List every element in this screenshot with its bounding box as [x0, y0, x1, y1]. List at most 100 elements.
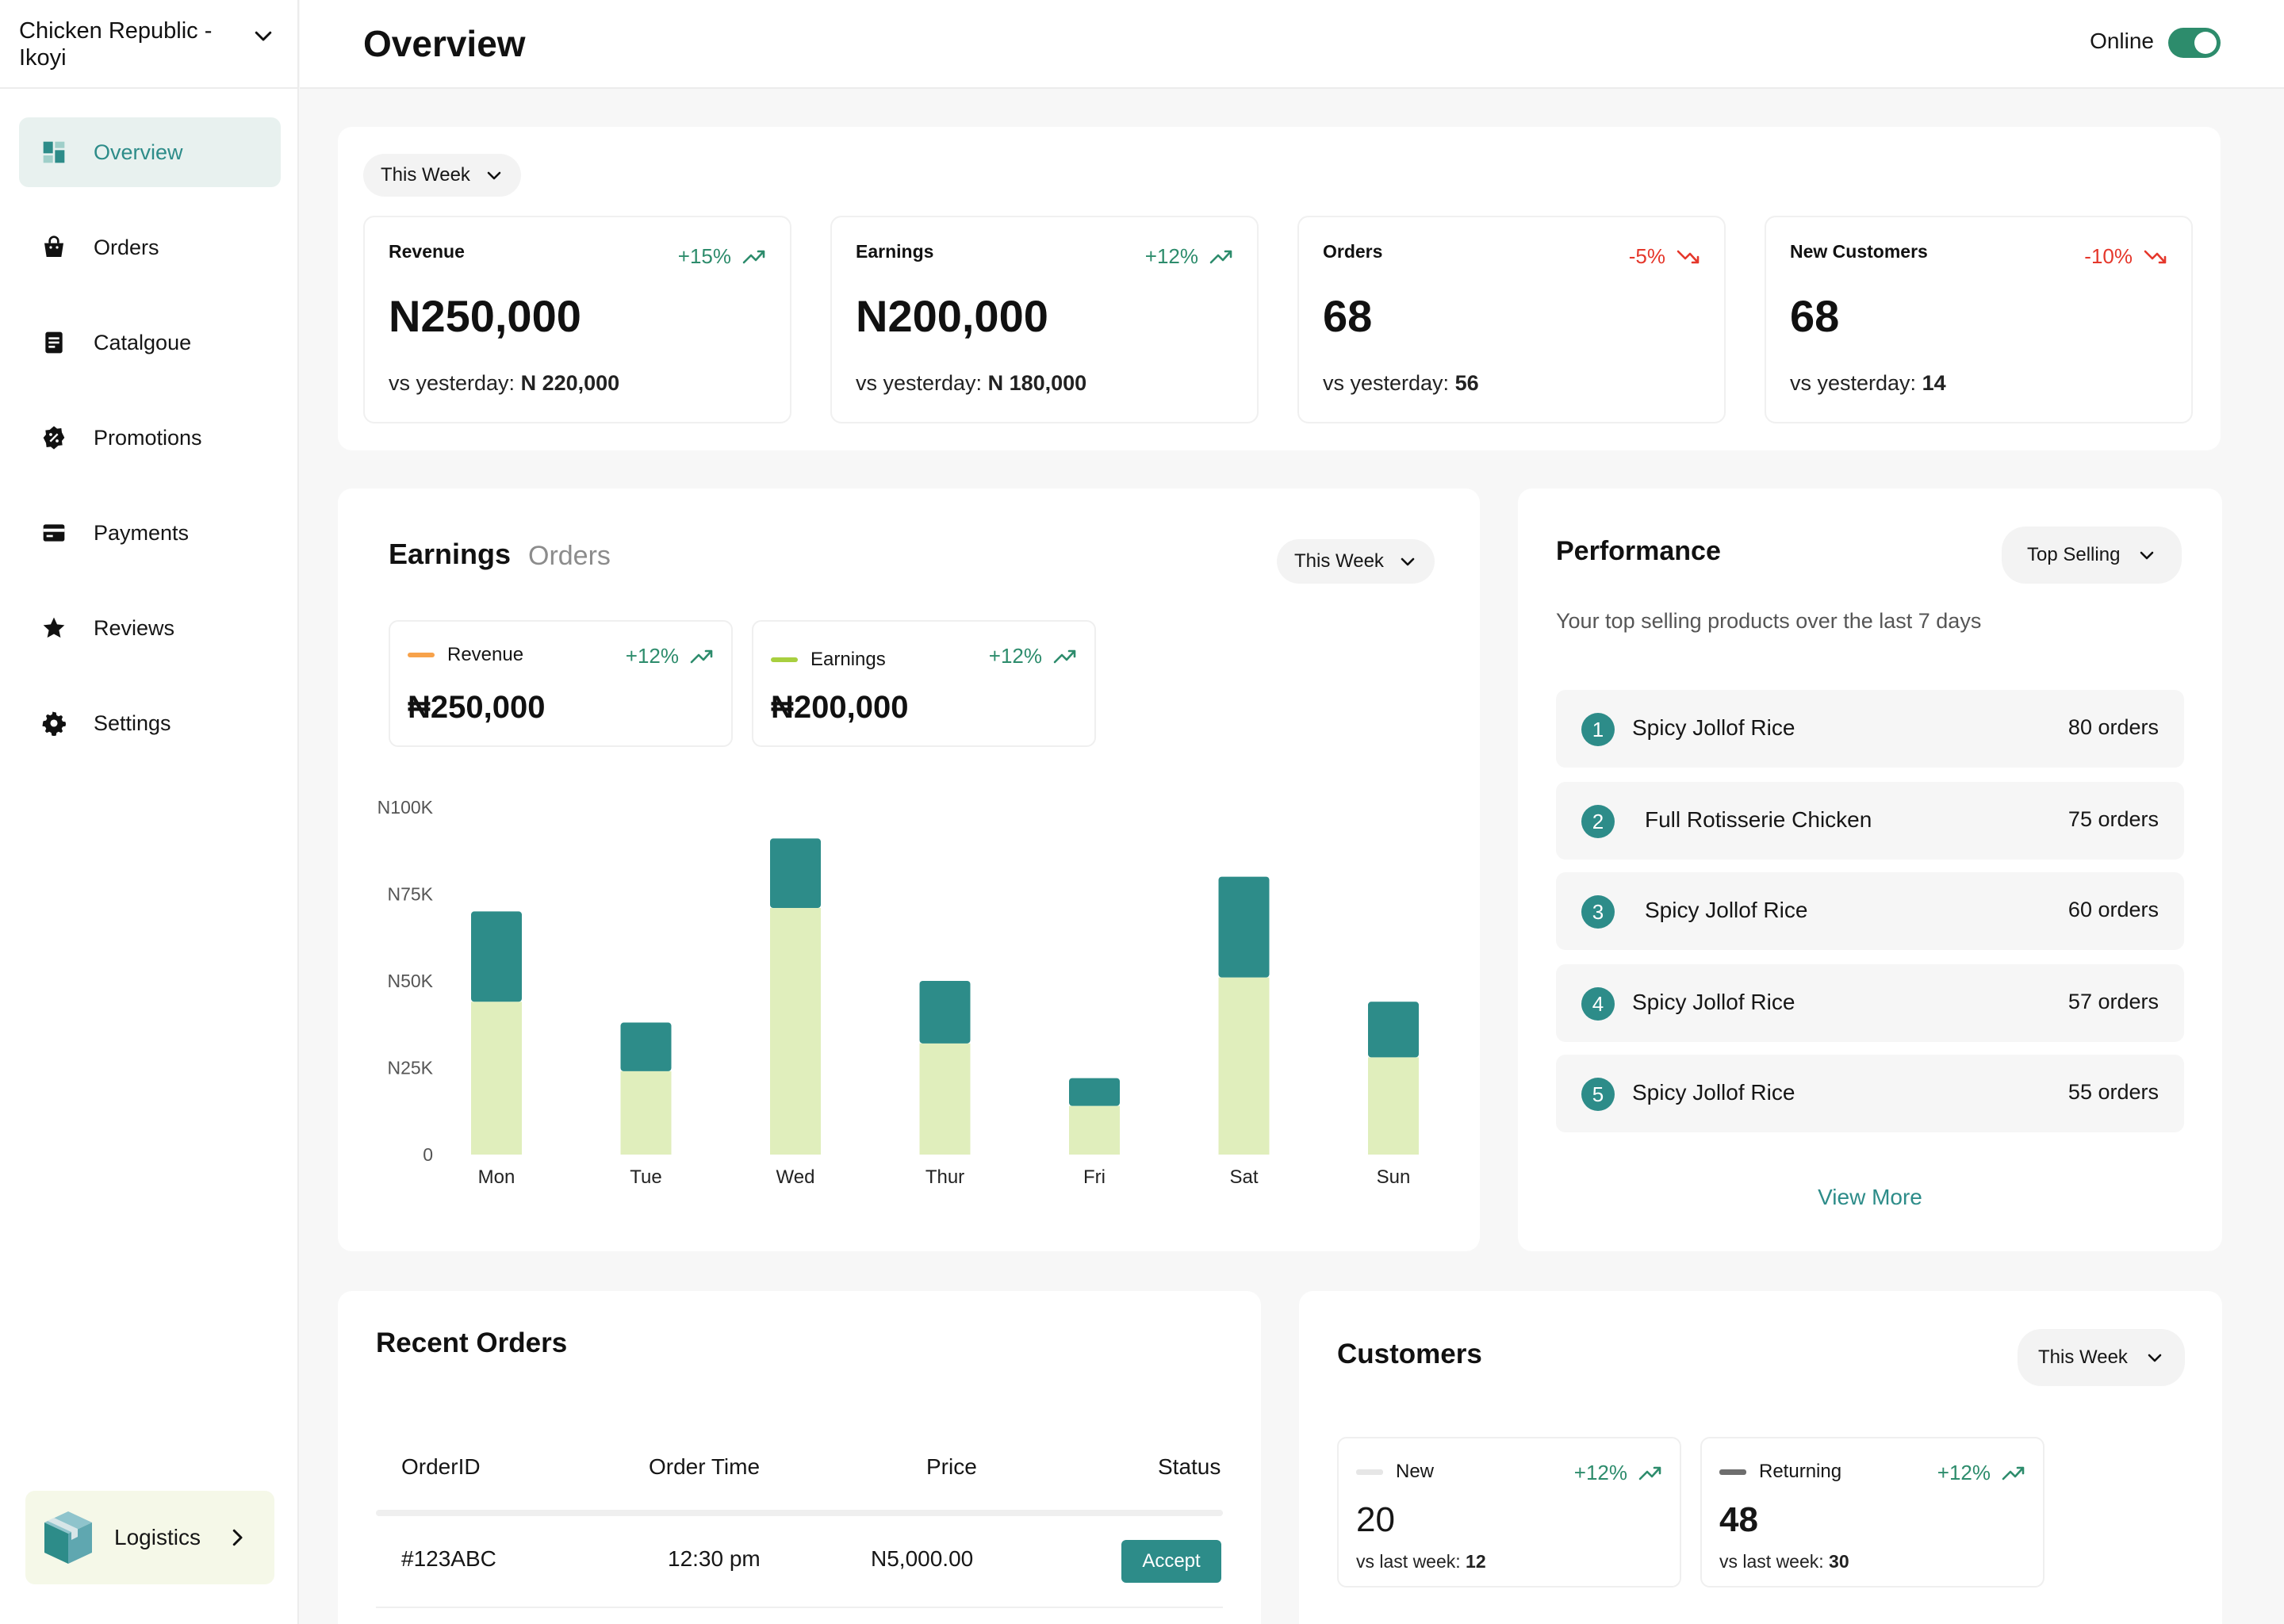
compare-label: vs yesterday: [1323, 371, 1450, 395]
trend-up-icon [742, 250, 765, 263]
credit-card-icon [40, 519, 68, 547]
sidebar-item-catalogue[interactable]: Catalgoue [19, 308, 281, 377]
customers-returning-card: Returning +12% 48 vs last week: 30 [1700, 1437, 2044, 1588]
bar-segment[interactable] [620, 1071, 672, 1155]
revenue-swatch [408, 653, 435, 657]
stat-value: N200,000 [856, 291, 1048, 341]
view-more-link[interactable]: View More [1818, 1185, 1922, 1209]
product-row[interactable]: 4 Spicy Jollof Rice 57 orders [1556, 964, 2184, 1042]
stat-compare: vs yesterday: 14 [1790, 371, 1946, 396]
compare-value: 12 [1466, 1551, 1486, 1572]
legend-value: ₦250,000 [408, 690, 546, 725]
column-header: Order Time [649, 1454, 761, 1479]
page-title: Overview [363, 23, 526, 64]
top-header: Overview Online [300, 0, 2284, 89]
sidebar-item-label: Reviews [94, 615, 175, 640]
performance-filter-select[interactable]: Top Selling [2002, 527, 2182, 584]
sidebar-item-reviews[interactable]: Reviews [19, 593, 281, 663]
rank-badge: 5 [1581, 1078, 1615, 1111]
period-label: This Week [2038, 1346, 2128, 1368]
stat-change-value: -10% [2084, 244, 2133, 268]
bar-segment[interactable] [471, 1002, 522, 1155]
bar-segment[interactable] [1069, 1078, 1120, 1106]
row-divider [376, 1607, 1223, 1608]
bar-segment[interactable] [919, 1043, 971, 1155]
stat-value: 68 [1790, 291, 1840, 341]
trend-up-icon [690, 649, 713, 663]
tab-earnings[interactable]: Earnings [389, 538, 512, 570]
x-tick-label: Sun [1377, 1166, 1411, 1188]
chevron-down-icon[interactable] [251, 24, 275, 48]
sidebar-item-orders[interactable]: Orders [19, 213, 281, 282]
product-row[interactable]: 5 Spicy Jollof Rice 55 orders [1556, 1055, 2184, 1132]
bar-segment[interactable] [1069, 1105, 1120, 1155]
new-swatch [1356, 1469, 1383, 1475]
summary-card: This Week Revenue +15% N250,000 vs yeste… [338, 127, 2221, 450]
bar-segment[interactable] [1368, 1057, 1419, 1155]
compare-value: 14 [1922, 371, 1946, 395]
store-switcher[interactable]: Chicken Republic - Ikoyi [0, 0, 297, 89]
legend-card-earnings: Earnings +12% ₦200,000 [752, 620, 1096, 747]
accept-button[interactable]: Accept [1121, 1540, 1221, 1583]
bar-segment[interactable] [1218, 876, 1270, 978]
customers-change: +12% [1937, 1461, 2025, 1485]
rank-badge: 2 [1581, 805, 1615, 838]
online-status-label: Online [2090, 29, 2154, 53]
legend-item: Revenue [408, 644, 523, 666]
legend-change: +12% [626, 644, 714, 668]
online-toggle[interactable] [2168, 28, 2221, 58]
bar-segment[interactable] [471, 911, 522, 1002]
stat-compare: vs yesterday: N 180,000 [856, 371, 1086, 396]
bar-segment[interactable] [1368, 1002, 1419, 1058]
sidebar-item-settings[interactable]: Settings [19, 688, 281, 758]
customers-card: Customers This Week New +12% 20 vs last … [1299, 1291, 2222, 1624]
product-name: Full Rotisserie Chicken [1645, 807, 1872, 832]
summary-period-select[interactable]: This Week [363, 154, 521, 197]
sidebar-item-payments[interactable]: Payments [19, 498, 281, 568]
column-header: Status [1158, 1454, 1221, 1479]
bar-segment[interactable] [919, 981, 971, 1044]
chevron-down-icon [1401, 557, 1415, 566]
earnings-card: Earnings Orders This Week Revenue +12% ₦… [338, 488, 1480, 1251]
toggle-knob [2194, 32, 2217, 54]
column-header: OrderID [401, 1454, 481, 1479]
product-row[interactable]: 3 Spicy Jollof Rice 60 orders [1556, 872, 2184, 950]
period-label: This Week [381, 164, 470, 186]
dashboard-icon [40, 138, 68, 167]
stat-title: Orders [1323, 241, 1383, 262]
trend-down-icon [2144, 250, 2167, 263]
x-tick-label: Thur [925, 1166, 964, 1188]
product-row[interactable]: 1 Spicy Jollof Rice 80 orders [1556, 690, 2184, 768]
bar-segment[interactable] [1218, 977, 1270, 1155]
tab-orders[interactable]: Orders [528, 541, 611, 571]
document-icon [40, 328, 68, 357]
product-row[interactable]: 2 Full Rotisserie Chicken 75 orders [1556, 782, 2184, 860]
legend-change-value: +12% [988, 644, 1042, 668]
legend-change-value: +12% [625, 644, 679, 668]
stat-change-value: -5% [1628, 244, 1665, 268]
customers-compare: vs last week: 12 [1356, 1551, 1486, 1572]
logistics-label: Logistics [114, 1525, 201, 1549]
customers-period-select[interactable]: This Week [2018, 1329, 2185, 1386]
earnings-swatch [771, 657, 798, 662]
x-tick-label: Sat [1229, 1166, 1258, 1188]
bar-segment[interactable] [770, 908, 821, 1155]
package-box-icon [44, 1511, 92, 1564]
y-tick-label: N75K [387, 884, 433, 905]
compare-label: vs yesterday: [389, 371, 515, 395]
stat-change: +12% [1145, 244, 1233, 269]
product-name: Spicy Jollof Rice [1632, 715, 1795, 740]
recent-orders-title: Recent Orders [376, 1327, 568, 1358]
sidebar-item-overview[interactable]: Overview [19, 117, 281, 187]
order-id: #123ABC [401, 1546, 496, 1571]
bar-segment[interactable] [620, 1022, 672, 1071]
compare-label: vs yesterday: [1790, 371, 1917, 395]
store-name: Chicken Republic - Ikoyi [19, 18, 213, 71]
customers-value: 20 [1356, 1500, 1395, 1539]
compare-value: 30 [1829, 1551, 1849, 1572]
earnings-period-select[interactable]: This Week [1277, 539, 1435, 584]
bar-segment[interactable] [770, 838, 821, 909]
discount-badge-icon [40, 423, 68, 452]
sidebar-item-promotions[interactable]: Promotions [19, 403, 281, 473]
logistics-button[interactable]: Logistics [25, 1491, 274, 1584]
